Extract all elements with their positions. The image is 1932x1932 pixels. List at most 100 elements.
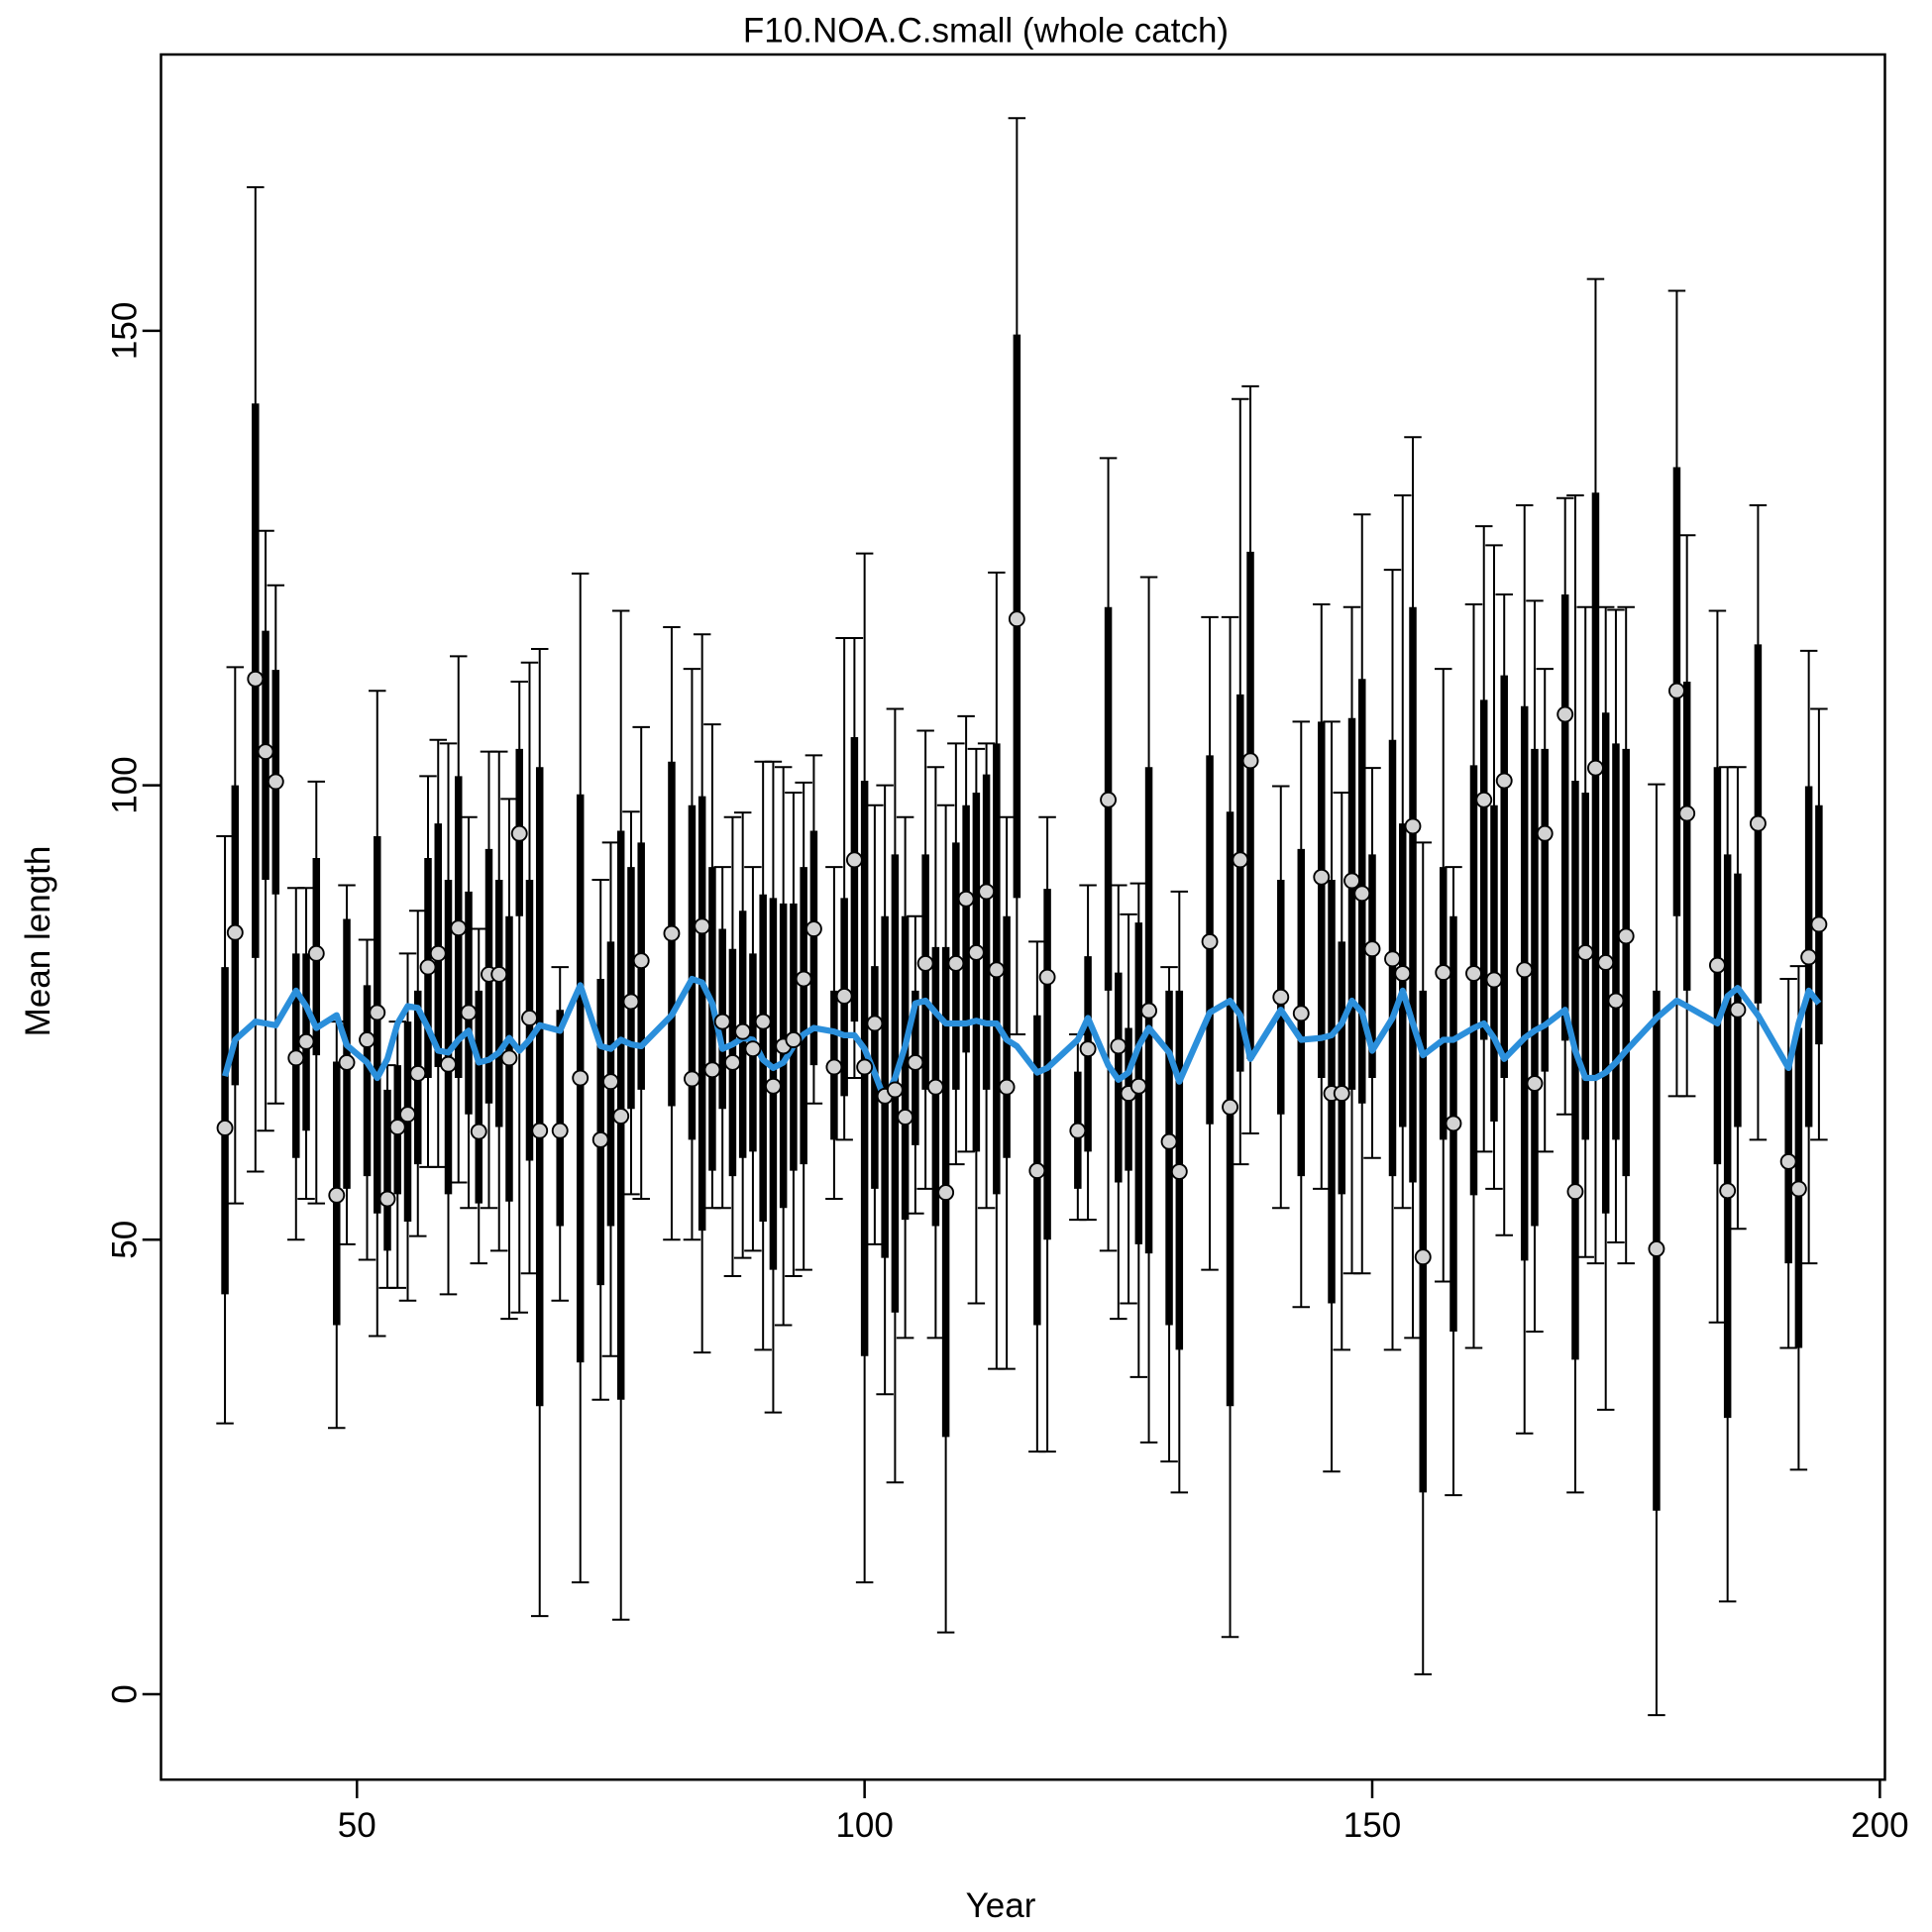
point: [1353, 885, 1371, 903]
point: [1667, 682, 1685, 699]
point: [267, 773, 284, 791]
point: [490, 965, 508, 983]
point: [785, 1031, 803, 1048]
point: [845, 851, 863, 869]
point: [1170, 1163, 1188, 1180]
point: [1516, 961, 1534, 979]
point: [378, 1190, 396, 1208]
point: [1536, 824, 1554, 842]
point: [703, 1061, 721, 1079]
point: [1129, 1077, 1147, 1095]
point: [835, 988, 853, 1005]
plot-frame: [160, 53, 1886, 1781]
point: [399, 1106, 416, 1124]
chart-title: F10.NOA.C.small (whole catch): [743, 12, 1229, 51]
point: [1526, 1075, 1544, 1092]
y-tick-label: 100: [106, 756, 145, 813]
point: [531, 1122, 549, 1139]
point: [1607, 992, 1625, 1010]
point: [916, 954, 934, 972]
point: [988, 961, 1006, 979]
point: [947, 954, 965, 972]
point: [1404, 817, 1422, 835]
point: [1241, 752, 1259, 770]
x-tick-label: 100: [835, 1806, 893, 1845]
point: [359, 1031, 376, 1048]
y-tick-label: 50: [106, 1221, 145, 1259]
point: [1201, 932, 1219, 950]
point: [1495, 772, 1513, 790]
point: [1779, 1152, 1797, 1170]
point: [1678, 805, 1696, 822]
point: [1475, 791, 1493, 808]
point: [1363, 940, 1381, 958]
point: [1576, 943, 1594, 961]
point: [470, 1123, 487, 1140]
point: [683, 1070, 700, 1088]
point: [551, 1122, 569, 1139]
point: [1729, 1001, 1747, 1019]
point: [1789, 1180, 1807, 1198]
point: [744, 1040, 762, 1058]
point: [369, 1004, 386, 1021]
point: [409, 1064, 427, 1082]
point: [1140, 1002, 1158, 1020]
point: [754, 1013, 772, 1030]
point: [1800, 948, 1818, 966]
point: [1435, 964, 1452, 982]
point: [805, 920, 822, 937]
y-tick-label: 150: [106, 302, 145, 360]
point: [429, 944, 447, 962]
point: [1485, 971, 1503, 989]
point: [602, 1073, 619, 1091]
point: [764, 1077, 782, 1095]
point: [632, 952, 650, 970]
point: [1313, 868, 1331, 886]
x-tick-label: 50: [338, 1806, 376, 1845]
point: [247, 670, 265, 688]
point: [856, 1058, 874, 1076]
point: [572, 1069, 590, 1087]
point: [1232, 851, 1249, 869]
point: [998, 1078, 1016, 1096]
point: [1008, 610, 1025, 628]
point: [1465, 965, 1482, 982]
point: [825, 1058, 843, 1076]
point: [257, 743, 274, 761]
expected-line: [222, 975, 1822, 1104]
point: [1333, 1085, 1350, 1103]
point: [926, 1078, 944, 1096]
x-tick-label: 150: [1343, 1806, 1401, 1845]
point: [795, 970, 812, 988]
point: [1292, 1005, 1310, 1022]
point: [612, 1108, 630, 1125]
point: [1648, 1240, 1665, 1257]
point: [297, 1032, 315, 1050]
point: [1069, 1122, 1087, 1139]
point: [460, 1004, 478, 1021]
point: [1110, 1037, 1127, 1055]
point: [338, 1053, 356, 1071]
point: [216, 1120, 234, 1136]
point: [1708, 956, 1726, 974]
point: [723, 1053, 741, 1071]
point: [1343, 872, 1360, 890]
point: [1566, 1183, 1584, 1201]
point: [957, 890, 975, 908]
point: [694, 917, 711, 935]
point: [328, 1186, 346, 1204]
point: [1038, 968, 1056, 986]
point: [907, 1053, 924, 1071]
point: [713, 1013, 731, 1030]
x-axis-title: Year: [966, 1886, 1036, 1925]
point: [440, 1055, 457, 1073]
point: [1394, 965, 1412, 982]
point: [307, 944, 325, 962]
point: [1222, 1098, 1238, 1116]
point: [967, 943, 985, 961]
point: [1749, 814, 1767, 832]
point: [1414, 1248, 1432, 1266]
point: [521, 1010, 538, 1026]
y-axis-title: Mean length: [19, 846, 57, 1037]
